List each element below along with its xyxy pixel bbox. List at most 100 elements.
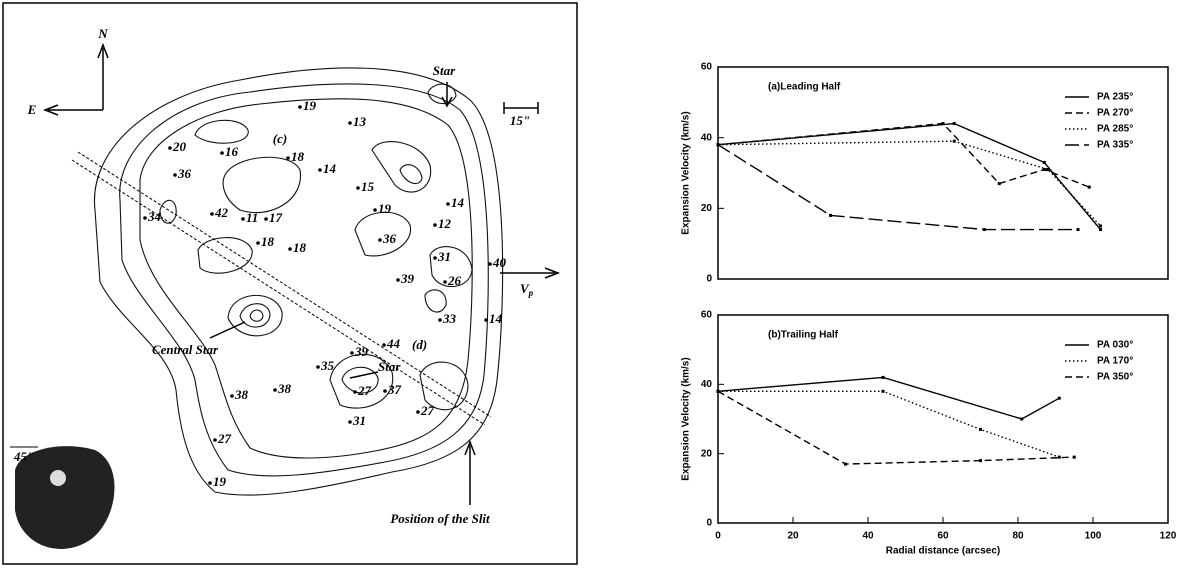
point-marker bbox=[1087, 185, 1091, 189]
y-axis-label: Expansion Velocity (km/s) bbox=[681, 357, 692, 480]
series-line bbox=[717, 376, 1060, 420]
velocity-dot bbox=[273, 388, 277, 392]
legend-label: PA 270° bbox=[1097, 108, 1133, 119]
point-marker bbox=[982, 228, 986, 232]
x-tick-label: 40 bbox=[862, 531, 874, 542]
velocity-value: 38 bbox=[234, 387, 249, 402]
chart-title: (b)Trailing Half bbox=[768, 330, 839, 341]
velocity-dot bbox=[446, 202, 450, 206]
velocity-dot bbox=[286, 156, 290, 160]
velocity-dot bbox=[416, 410, 420, 414]
legend-label: PA 170° bbox=[1097, 356, 1133, 367]
velocity-dot bbox=[356, 186, 360, 190]
velocity-dot bbox=[318, 168, 322, 172]
velocity-dot bbox=[230, 394, 234, 398]
velocity-dot bbox=[396, 278, 400, 282]
velocity-dot bbox=[348, 121, 352, 125]
velocity-value: 27 bbox=[357, 383, 372, 398]
scale-label: 15" bbox=[510, 113, 530, 128]
x-tick-label: 20 bbox=[787, 531, 799, 542]
velocity-value: 44 bbox=[386, 336, 401, 351]
velocity-dot bbox=[433, 256, 437, 260]
velocity-dot bbox=[143, 216, 147, 220]
x-tick-label: 60 bbox=[937, 531, 949, 542]
series-line bbox=[717, 144, 1078, 231]
series-line bbox=[717, 140, 1102, 227]
velocity-value: 33 bbox=[442, 311, 457, 326]
velocity-value: 42 bbox=[214, 205, 229, 220]
velocity-value: 36 bbox=[177, 166, 192, 181]
velocity-dot bbox=[288, 247, 292, 251]
velocity-dot bbox=[378, 238, 382, 242]
velocity-value: 26 bbox=[447, 273, 462, 288]
velocity-dot bbox=[220, 151, 224, 155]
series-line bbox=[717, 122, 1090, 188]
velocity-value: 19 bbox=[213, 474, 227, 489]
point-marker bbox=[1099, 228, 1102, 232]
inset-scale-label: 45" bbox=[13, 449, 34, 464]
inset-highlight bbox=[50, 470, 66, 486]
velocity-dot bbox=[443, 280, 447, 284]
y-tick-label: 0 bbox=[706, 274, 712, 285]
velocity-dot bbox=[316, 365, 320, 369]
velocity-value: 16 bbox=[225, 144, 239, 159]
velocity-value: 27 bbox=[217, 431, 232, 446]
velocity-value: 18 bbox=[293, 240, 307, 255]
legend-label: PA 350° bbox=[1097, 372, 1133, 383]
velocity-dot bbox=[488, 262, 492, 266]
point-marker bbox=[979, 427, 982, 431]
y-tick-label: 60 bbox=[701, 62, 713, 73]
x-tick-label: 0 bbox=[715, 531, 721, 542]
velocity-dot bbox=[348, 420, 352, 424]
legend-label: PA 030° bbox=[1097, 340, 1133, 351]
point-marker bbox=[952, 139, 956, 143]
point-marker bbox=[1042, 160, 1046, 164]
point-marker bbox=[952, 122, 956, 126]
velocity-value: 19 bbox=[378, 201, 392, 216]
velocity-dot bbox=[382, 343, 386, 347]
y-tick-label: 60 bbox=[701, 310, 713, 321]
velocity-value: 31 bbox=[437, 249, 451, 264]
velocity-value: 17 bbox=[269, 210, 283, 225]
point-marker bbox=[941, 122, 945, 126]
point-marker bbox=[997, 182, 1001, 186]
point-marker bbox=[881, 375, 885, 379]
map-frame bbox=[2, 2, 578, 565]
velocity-value: 18 bbox=[261, 234, 275, 249]
velocity-dot bbox=[383, 389, 387, 393]
point-marker bbox=[1046, 167, 1050, 171]
velocity-value: 27 bbox=[420, 403, 435, 418]
velocity-dot bbox=[173, 173, 177, 177]
velocity-value: 40 bbox=[492, 255, 507, 270]
x-tick-label: 80 bbox=[1012, 531, 1024, 542]
point-marker bbox=[716, 143, 720, 147]
plot-frame bbox=[717, 66, 1169, 280]
chart-title: (a)Leading Half bbox=[768, 82, 841, 93]
point-marker bbox=[716, 389, 720, 393]
x-tick-label: 120 bbox=[1160, 531, 1177, 542]
point-marker bbox=[844, 462, 847, 466]
point-marker bbox=[1057, 455, 1061, 459]
x-axis-label: Radial distance (arcsec) bbox=[886, 546, 1001, 557]
velocity-value: 31 bbox=[352, 413, 366, 428]
velocity-value: 11 bbox=[246, 210, 258, 225]
central-star-label: Central Star bbox=[152, 342, 219, 357]
velocity-value: 13 bbox=[353, 114, 367, 129]
series-line bbox=[717, 122, 1102, 230]
velocity-dot bbox=[433, 223, 437, 227]
point-marker bbox=[979, 459, 982, 463]
east-label: E bbox=[27, 102, 37, 117]
velocity-value: 34 bbox=[147, 209, 162, 224]
legend-label: PA 235° bbox=[1097, 92, 1133, 103]
velocity-dot bbox=[350, 351, 354, 355]
star-label: Star bbox=[433, 63, 456, 78]
velocity-value: 14 bbox=[451, 195, 465, 210]
y-tick-label: 20 bbox=[701, 448, 713, 459]
series-line bbox=[717, 390, 1075, 465]
velocity-dot bbox=[264, 217, 268, 221]
y-tick-label: 20 bbox=[701, 203, 713, 214]
velocity-dot bbox=[241, 217, 245, 221]
y-tick-label: 40 bbox=[701, 132, 713, 143]
velocity-dot bbox=[484, 318, 488, 322]
